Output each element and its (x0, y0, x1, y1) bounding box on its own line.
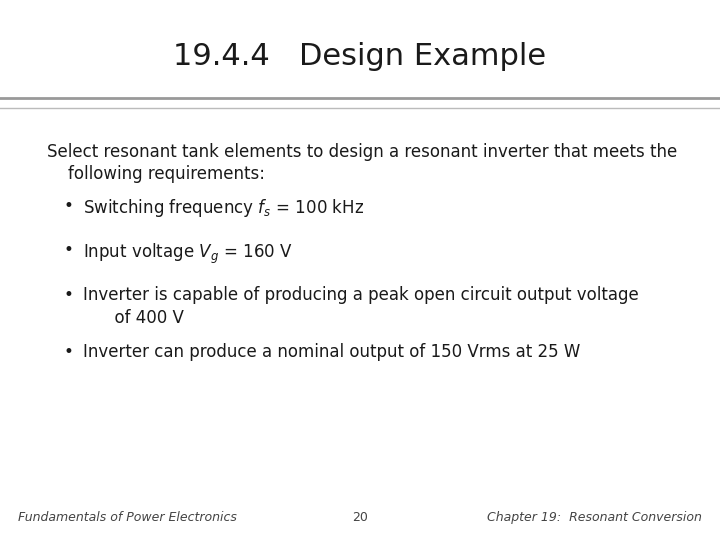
Text: •: • (63, 197, 73, 215)
Text: 20: 20 (352, 511, 368, 524)
Text: •: • (63, 286, 73, 303)
Text: Input voltage $V_g$ = 160 V: Input voltage $V_g$ = 160 V (83, 241, 292, 266)
Text: Select resonant tank elements to design a resonant inverter that meets the: Select resonant tank elements to design … (47, 143, 677, 161)
Text: Fundamentals of Power Electronics: Fundamentals of Power Electronics (18, 511, 237, 524)
Text: •: • (63, 343, 73, 361)
Text: Switching frequency $f_s$ = 100 kHz: Switching frequency $f_s$ = 100 kHz (83, 197, 364, 219)
Text: Inverter is capable of producing a peak open circuit output voltage
      of 400: Inverter is capable of producing a peak … (83, 286, 639, 327)
Text: •: • (63, 241, 73, 259)
Text: Chapter 19:  Resonant Conversion: Chapter 19: Resonant Conversion (487, 511, 702, 524)
Text: Inverter can produce a nominal output of 150 Vrms at 25 W: Inverter can produce a nominal output of… (83, 343, 580, 361)
Text: following requirements:: following requirements: (47, 165, 265, 183)
Text: 19.4.4   Design Example: 19.4.4 Design Example (174, 42, 546, 71)
